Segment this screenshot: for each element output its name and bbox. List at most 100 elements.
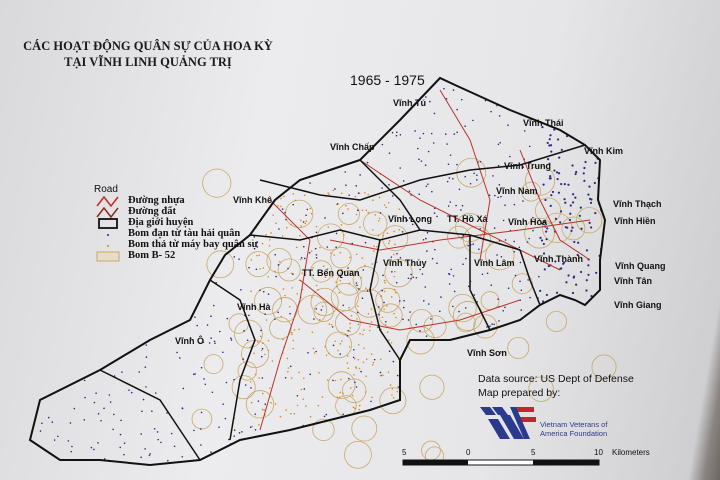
bomb-dot xyxy=(422,238,425,241)
bomb-dot xyxy=(422,217,425,219)
bomb-dot xyxy=(354,366,357,368)
bomb-dot xyxy=(549,174,552,178)
bomb-dot xyxy=(212,304,215,307)
bomb-dot xyxy=(283,195,285,198)
bomb-dot xyxy=(264,353,266,356)
bomb-dot xyxy=(336,203,339,205)
bomb-dot xyxy=(119,433,122,436)
bomb-dot xyxy=(320,309,323,311)
bomb-dot xyxy=(337,349,339,352)
road xyxy=(519,149,591,261)
bomb-dot xyxy=(390,256,393,258)
bomb-dot xyxy=(303,194,306,196)
place-vinh-thai: Vĩnh Thái xyxy=(523,118,564,128)
bomb-dot xyxy=(562,262,565,265)
b52-circle xyxy=(421,440,441,461)
bomb-dot xyxy=(264,403,267,405)
bomb-dot xyxy=(328,323,331,325)
legend-label: Địa giới huyện xyxy=(128,217,194,228)
bomb-dot xyxy=(238,432,241,434)
bomb-dot xyxy=(373,245,375,247)
bomb-dot xyxy=(285,409,287,411)
bomb-dot xyxy=(267,349,270,352)
bomb-dot xyxy=(553,169,556,172)
bomb-dot xyxy=(250,401,253,404)
bomb-dot xyxy=(550,194,553,197)
bomb-dot xyxy=(455,204,457,207)
bomb-dot xyxy=(398,208,401,210)
place-vinh-lam: Vĩnh Lâm xyxy=(474,258,515,268)
bomb-dot xyxy=(378,196,381,199)
bomb-dot xyxy=(154,392,157,394)
b52-circle xyxy=(363,211,388,236)
bomb-dot xyxy=(585,289,588,292)
bomb-dot xyxy=(346,362,349,364)
bomb-dot xyxy=(383,301,385,304)
bomb-dot xyxy=(498,115,501,117)
bomb-dot xyxy=(355,253,358,256)
bomb-dot xyxy=(388,240,391,242)
bomb-dot xyxy=(585,249,589,252)
b52-circle xyxy=(511,273,533,295)
bomb-dot xyxy=(303,257,306,260)
bomb-dot xyxy=(267,276,270,278)
bomb-dot xyxy=(348,306,350,309)
bomb-dot xyxy=(570,229,573,232)
bomb-dot xyxy=(579,270,583,274)
bomb-dot xyxy=(546,227,549,230)
bomb-dot xyxy=(257,341,259,343)
bomb-dot xyxy=(39,430,42,432)
bomb-dot xyxy=(383,279,386,282)
bomb-dot xyxy=(408,190,411,192)
bomb-dot xyxy=(352,356,355,359)
bomb-dot xyxy=(427,150,430,153)
bomb-dot xyxy=(274,318,276,320)
bomb-dot xyxy=(344,171,347,173)
bomb-dot xyxy=(271,360,274,362)
bomb-dot xyxy=(305,220,308,222)
bomb-dot xyxy=(548,162,551,165)
bomb-dot xyxy=(422,132,425,135)
b52-circle xyxy=(234,319,263,349)
bomb-dot xyxy=(130,391,133,394)
bomb-dot xyxy=(112,428,114,431)
bomb-dot xyxy=(489,325,491,328)
bomb-dot xyxy=(156,431,159,433)
bomb-dot xyxy=(590,198,593,201)
bomb-dot xyxy=(302,398,304,400)
bomb-dot xyxy=(210,451,212,453)
district-boundary xyxy=(28,76,607,467)
bomb-dot xyxy=(383,204,386,206)
bomb-dot xyxy=(520,289,523,292)
bomb-dot xyxy=(407,319,410,321)
bomb-dot xyxy=(138,371,141,373)
bomb-dot xyxy=(298,371,300,374)
bomb-dot xyxy=(285,218,287,221)
bomb-dot xyxy=(578,214,581,217)
bomb-dot xyxy=(368,329,371,332)
bomb-dot xyxy=(425,335,428,337)
bomb-dot xyxy=(251,239,254,241)
bomb-dot xyxy=(468,285,470,288)
bomb-dot xyxy=(70,450,72,453)
place-vinh-khe: Vĩnh Khê xyxy=(233,195,273,205)
bomb-dot xyxy=(351,394,354,397)
bomb-dot xyxy=(490,110,492,113)
bomb-dot xyxy=(267,339,270,342)
bomb-dot xyxy=(467,244,469,247)
bomb-dot xyxy=(349,327,352,329)
bomb-dot xyxy=(497,143,500,146)
b52-circle xyxy=(191,408,213,430)
bomb-dot xyxy=(250,387,252,389)
bomb-dot xyxy=(568,218,572,222)
b52-circle xyxy=(310,260,333,283)
bomb-dot xyxy=(399,300,401,302)
bomb-dot xyxy=(554,217,558,220)
bomb-dot xyxy=(321,305,324,308)
bomb-dot xyxy=(347,208,349,210)
bomb-dot xyxy=(268,245,271,247)
bomb-dot xyxy=(315,231,318,234)
bomb-dot xyxy=(464,175,467,178)
b52-circle xyxy=(277,258,301,282)
bomb-dot xyxy=(302,245,305,248)
